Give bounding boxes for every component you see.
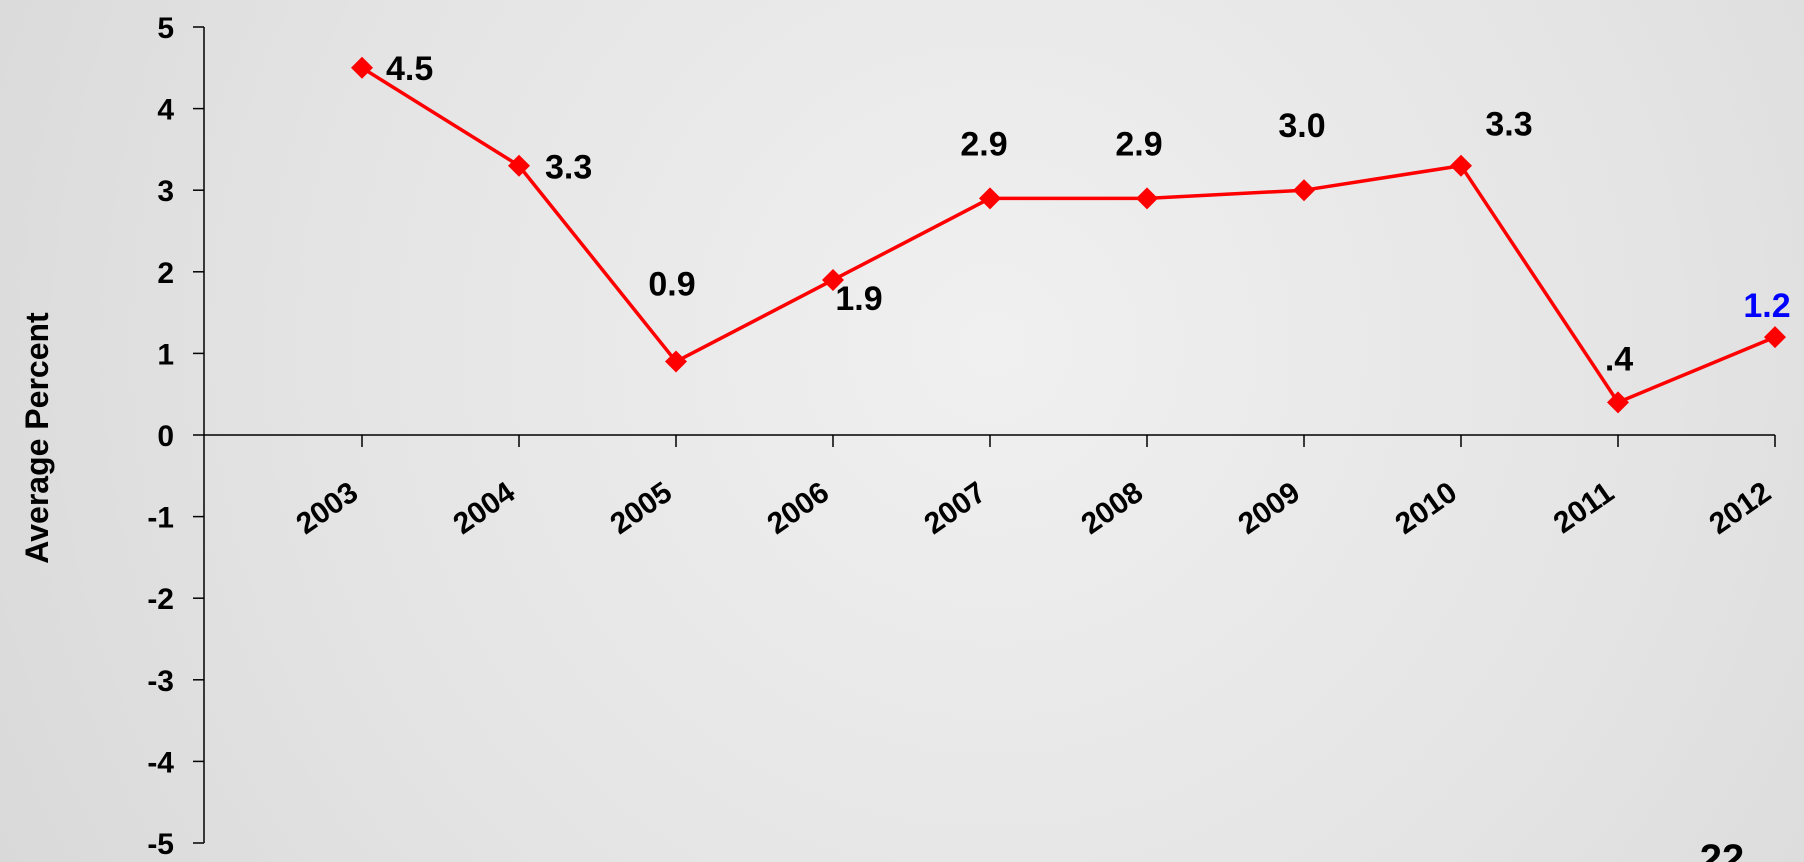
data-label: 2.9 [960,125,1007,163]
x-tick-label: 2006 [761,476,835,541]
data-point-marker [665,350,687,373]
y-tick-label: 4 [157,94,174,127]
data-point-marker [979,187,1001,210]
data-label: 1.9 [835,280,882,318]
chart-marks: 4.5 3.3 0.9 1.9 2.9 2.9 3.0 3.3 .4 1.2 [351,50,1791,414]
y-axis-title: Average Percent [19,312,55,564]
data-label: 3.0 [1278,107,1325,145]
y-tick-label: 5 [157,12,174,45]
x-tick-label: 2009 [1232,476,1306,541]
x-tick-label: 2008 [1075,476,1149,541]
y-tick-label: -5 [147,828,174,861]
x-tick-label: 2010 [1389,476,1463,541]
data-point-marker [351,56,373,79]
y-tick-label: -1 [147,502,174,535]
data-label: 4.5 [386,50,433,88]
data-point-marker [1450,154,1472,177]
data-label: 0.9 [648,266,695,304]
x-tick-label: 2007 [918,476,992,541]
y-tick-label: 0 [157,420,174,453]
data-point-marker [1764,326,1786,349]
data-point-marker [1293,179,1315,202]
data-point-marker [1136,187,1158,210]
y-tick-label: -4 [147,746,174,779]
data-point-marker [822,268,844,291]
x-tick-label: 2012 [1703,476,1777,541]
data-point-marker [508,154,530,177]
data-label: 1.2 [1743,287,1790,325]
page-number: 22 [1700,837,1745,862]
series-line [361,66,1776,405]
x-tick-label: 2005 [604,476,678,541]
y-tick-label: 1 [157,338,174,371]
data-label: 3.3 [545,149,592,187]
data-label: .4 [1605,340,1633,378]
y-tick-label: 2 [157,257,174,290]
x-tick-label: 2004 [447,476,521,541]
y-tick-label: -2 [147,583,174,616]
x-tick-label: 2003 [290,476,364,541]
y-tick-label: 3 [157,175,174,208]
y-tick-label: -3 [147,665,174,698]
data-label: 3.3 [1485,106,1532,144]
data-label: 2.9 [1115,125,1162,163]
x-tick-label: 2011 [1548,476,1620,540]
data-point-marker [1607,391,1629,414]
